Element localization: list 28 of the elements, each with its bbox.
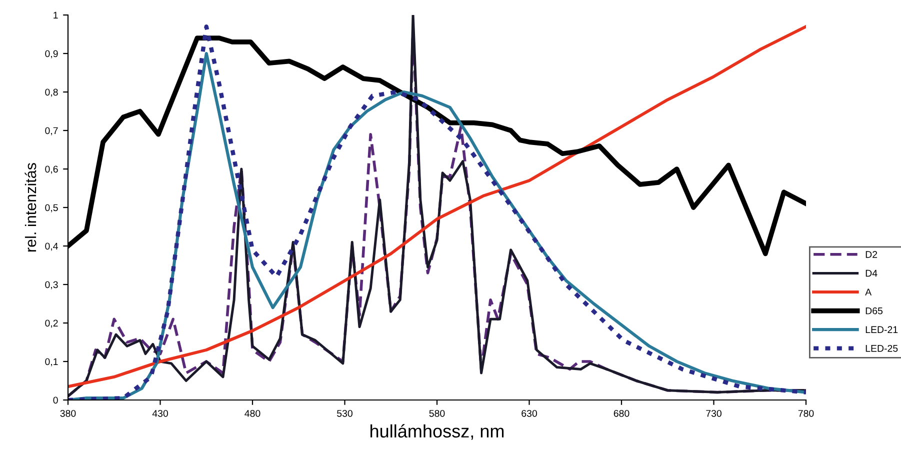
x-tick-label: 380 [60,410,76,417]
y-tick-label: 0,8 [45,88,58,97]
y-tick-label: 1 [54,12,58,19]
legend-label: A [865,288,872,296]
y-tick-label: 0,9 [45,50,58,58]
legend-label: D2 [866,251,878,258]
legend-label: LED-21 [866,326,898,333]
legend-label: D65 [866,307,883,314]
y-tick-label: 0,3 [45,281,58,290]
x-tick-label: 730 [706,410,722,417]
y-tick-label: 0,6 [45,166,58,174]
y-tick-label: 0,5 [45,204,58,212]
y-tick-label: 0,7 [45,127,58,136]
x-tick-label: 630 [522,410,537,417]
legend-label: D4 [866,270,878,277]
x-tick-label: 430 [152,410,168,417]
y-tick-label: 0,1 [45,358,58,366]
x-tick-label: 680 [614,410,630,417]
x-tick-label: 530 [337,410,352,417]
y-tick-label: 0,4 [45,242,58,251]
y-tick-label: 0 [53,396,58,404]
x-axis-title: hullámhossz, nm [370,424,504,440]
x-tick-label: 580 [429,410,445,417]
x-tick-label: 780 [798,410,814,417]
y-axis-title: rel. intenzitás [24,163,36,252]
x-tick-label: 480 [244,410,260,417]
y-tick-label: 0,2 [45,320,58,328]
legend-label: LED-25 [866,344,898,352]
